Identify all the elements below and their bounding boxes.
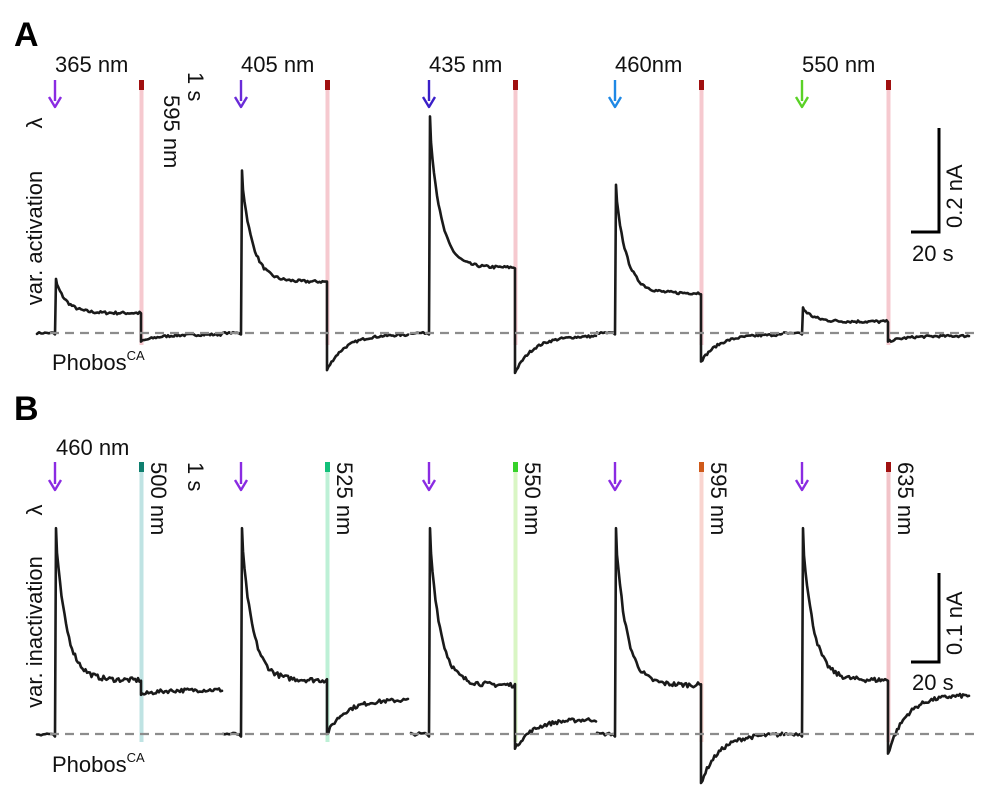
panel-b-current-trace [35, 526, 224, 738]
panel-b: B var. inactivation λ 460 nm 500 nm 525 n… [14, 390, 975, 785]
panel-a-scale-y-group: 0.2 nA [942, 164, 967, 228]
panel-a-pulse-bar [699, 80, 704, 345]
panel-a-duration-label-group: 1 s [183, 72, 208, 101]
panel-b-pulse-tick [139, 462, 144, 472]
panel-a-sweep-label: 405 nm [241, 52, 314, 77]
panel-a-current-trace [595, 183, 784, 363]
panel-b-ylabel-group: var. inactivation λ [22, 505, 47, 708]
panel-b-scale-x-label: 20 s [912, 670, 954, 695]
panel-b-current-trace [221, 526, 410, 738]
panel-a-pulse-tick [886, 80, 891, 90]
panel-b-arrow-icon [421, 479, 437, 492]
panel-a-pulse-tick [139, 80, 144, 90]
panel-a-pulse-tick [699, 80, 704, 90]
panel-b-sweep-label: 550 nm [520, 462, 545, 535]
panel-b-arrow-icon [794, 479, 810, 492]
panel-b-scale-bar-lines [911, 573, 941, 664]
panel-a-pulse-label: 595 nm [159, 95, 184, 168]
panel-a-arrow-icon [794, 96, 810, 109]
panel-a-arrow-icon [607, 96, 623, 109]
panel-a-scale-bar-lines [911, 128, 941, 234]
panel-b-pulse-tick [699, 462, 704, 472]
panel-b-letter: B [14, 390, 39, 428]
panel-b-scale-y-label: 0.1 nA [942, 591, 967, 655]
panel-a-scale-bar: 0.2 nA 20 s [911, 128, 967, 266]
panel-b-arrow-icon [47, 479, 63, 492]
panel-a-letter: A [14, 16, 39, 54]
panel-a-lambda: λ [22, 118, 47, 129]
panel-b-pulse-bar [513, 462, 518, 742]
panel-a-pulse-bar [139, 80, 144, 345]
panel-b-sweep-label: 525 nm [332, 462, 357, 535]
panel-b-scale-y-group: 0.1 nA [942, 591, 967, 655]
panel-b-arrow-icon [607, 479, 623, 492]
panel-a-construct-label: PhobosCA [52, 348, 145, 375]
panel-a-construct-sup: CA [127, 348, 145, 363]
panel-a-pulse-bar [886, 80, 891, 345]
panel-b-pulse-tick [325, 462, 330, 472]
panel-a-current-trace [409, 115, 598, 375]
panel-b-pulse-bar [325, 462, 330, 742]
panel-b-arrow-icon [233, 479, 249, 492]
panel-b-current-trace [409, 526, 598, 750]
panel-a-sweep-label: 550 nm [802, 52, 875, 77]
panel-b-pulse-bar [139, 462, 144, 742]
panel-a-pulse-label-group: 595 nm [159, 95, 184, 168]
panel-a-sweep-label: 460nm [615, 52, 682, 77]
panel-a-ylabel-group: var. activation λ [22, 118, 47, 306]
panel-b-pulse-tick [513, 462, 518, 472]
panel-b-current-trace [595, 526, 784, 785]
panel-b-sweep-label: 595 nm [706, 462, 731, 535]
panel-a-pulse-bar [325, 80, 330, 345]
panel-b-pulse-bar [886, 462, 891, 742]
panel-a-current-trace [221, 169, 410, 372]
panel-b-pulse-tick [886, 462, 891, 472]
panel-a-ylabel: var. activation [22, 171, 47, 306]
panel-a-duration-label: 1 s [183, 72, 208, 101]
panel-b-current-trace [782, 526, 971, 755]
panel-b-sweep-label: 635 nm [893, 462, 918, 535]
panel-a-current-trace [782, 306, 971, 343]
panel-a-construct-base: Phobos [52, 350, 127, 375]
panel-a-sweeps: 365 nm 405 nm 435 nm 460nm 550 nm [35, 52, 971, 375]
panel-a-pulse-bar [513, 80, 518, 345]
panel-a-arrow-icon [233, 96, 249, 109]
panel-a-pulse-tick [513, 80, 518, 90]
panel-a: A var. activation λ 365 nm 405 nm 435 nm 46… [14, 16, 975, 375]
panel-b-duration-label-group: 1 s [183, 462, 208, 491]
panel-b-construct-sup: CA [127, 750, 145, 765]
panel-b-lambda: λ [22, 505, 47, 516]
panel-a-pulse-tick [325, 80, 330, 90]
panel-b-duration-label: 1 s [183, 462, 208, 491]
panel-a-arrow-icon [421, 96, 437, 109]
panel-a-sweep-label: 365 nm [55, 52, 128, 77]
panel-b-construct-base: Phobos [52, 752, 127, 777]
panel-a-sweep-label: 435 nm [429, 52, 502, 77]
panel-b-scale-bar: 0.1 nA 20 s [911, 573, 967, 695]
panel-a-scale-y-label: 0.2 nA [942, 164, 967, 228]
panel-b-construct-label: PhobosCA [52, 750, 145, 777]
panel-b-pulse-bar [699, 462, 704, 742]
panel-a-scale-x-label: 20 s [912, 241, 954, 266]
panel-b-ylabel: var. inactivation [22, 556, 47, 708]
panel-b-sweeps: 500 nm 525 nm 550 nm 595 nm 635 nm [35, 462, 971, 785]
panel-b-sweep-label: 500 nm [146, 462, 171, 535]
panel-b-activation-label: 460 nm [56, 435, 129, 460]
panel-a-arrow-icon [47, 96, 63, 109]
